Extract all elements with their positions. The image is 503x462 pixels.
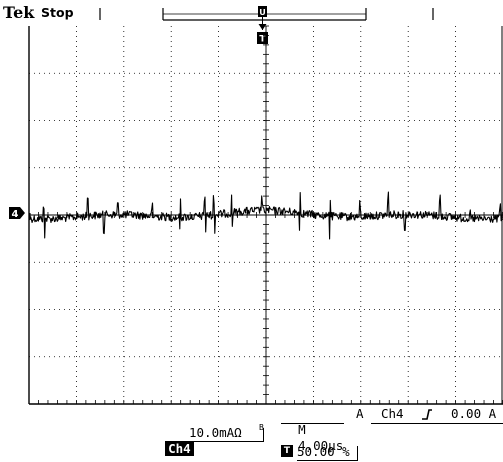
trigger-source[interactable]: Ch4 — [381, 406, 404, 421]
channel-scale[interactable]: 10.0mAΩ — [189, 425, 242, 440]
trigger-underline — [371, 423, 503, 424]
bandwidth-limit-icon: B — [259, 423, 264, 432]
svg-text:T: T — [259, 35, 266, 45]
channel-readout[interactable]: Ch4 — [150, 425, 194, 457]
trigger-position-marker: U — [258, 6, 267, 30]
svg-text:U: U — [259, 8, 266, 17]
trigger-position-readout[interactable]: 50.00 % — [297, 444, 350, 459]
rising-edge-icon — [422, 409, 432, 420]
timebase-label: M — [298, 422, 306, 437]
acquisition-status: Stop — [41, 5, 74, 20]
channel-underline — [181, 441, 263, 442]
trigger-mode[interactable]: A — [356, 406, 364, 421]
channel-badge: Ch4 — [165, 441, 194, 456]
waveform-trace — [29, 191, 503, 240]
timebase-readout[interactable]: M 4.00µs — [283, 406, 343, 454]
trigger-marker: T — [257, 32, 268, 45]
brand-logo: Tek — [3, 3, 35, 22]
trigger-position-icon: T — [281, 445, 293, 457]
trigger-position-bracket — [357, 446, 358, 461]
timebase-value: 4.00µs — [298, 438, 344, 453]
trigger-level[interactable]: 0.00 A — [451, 406, 497, 421]
svg-text:4: 4 — [12, 209, 19, 220]
timebase-underline — [281, 423, 344, 424]
channel-4-marker[interactable]: 4 — [9, 207, 25, 220]
trigger-position-underline — [297, 460, 357, 461]
channel-bracket — [263, 428, 264, 442]
